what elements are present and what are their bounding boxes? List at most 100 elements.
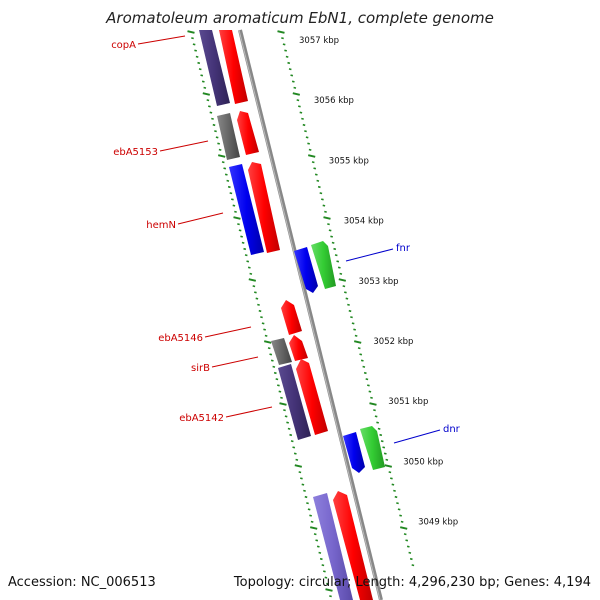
outer-tick-mark	[314, 173, 318, 176]
inner-tick-mark	[211, 117, 214, 120]
outer-tick-mark	[353, 328, 356, 331]
outer-tick-mark	[323, 216, 331, 220]
genome-summary-text: Topology: circular; Length: 4,296,230 bp…	[233, 575, 591, 590]
outer-tick-mark	[277, 30, 285, 34]
outer-tick-mark	[285, 55, 289, 58]
inner-tick-mark	[249, 272, 253, 275]
genome-backbone-highlight	[238, 29, 381, 600]
outer-tick-mark	[384, 464, 393, 468]
outer-tick-mark	[338, 278, 347, 282]
inner-tick-mark	[261, 322, 265, 325]
outer-tick-mark	[299, 111, 303, 114]
outer-tick-mark	[365, 378, 369, 381]
inner-tick-mark	[241, 241, 245, 244]
outer-tick-mark	[360, 359, 364, 362]
outer-tick-mark	[396, 502, 399, 505]
inner-tick-mark	[307, 508, 311, 511]
kbp-label: 3052 kbp	[373, 337, 413, 347]
outer-tick-mark	[367, 384, 370, 387]
outer-tick-mark	[370, 396, 373, 399]
inner-tick-mark	[318, 551, 322, 554]
callout-ebA5146	[204, 326, 252, 338]
inner-tick-mark	[209, 111, 213, 114]
gene-dnr-green	[360, 426, 385, 470]
outer-tick-mark	[376, 421, 379, 424]
outer-tick-mark	[317, 185, 321, 189]
gene-sirB-outer	[271, 338, 292, 365]
label-ebA5153: ebA5153	[113, 147, 158, 158]
outer-tick-mark	[330, 235, 333, 238]
outer-tick-mark	[324, 210, 327, 213]
inner-tick-mark	[315, 539, 319, 542]
inner-tick-mark	[231, 198, 234, 201]
kbp-label: 3055 kbp	[329, 156, 369, 166]
inner-tick-mark	[267, 347, 271, 350]
inner-tick-mark	[306, 502, 309, 505]
outer-tick-mark	[369, 402, 377, 406]
outer-tick-mark	[368, 390, 372, 393]
outer-tick-mark	[302, 123, 306, 127]
callout-fnr	[345, 248, 394, 262]
outer-tick-mark	[405, 539, 409, 542]
inner-tick-mark	[258, 309, 262, 313]
gene-fnr-blue	[294, 247, 318, 293]
outer-tick-mark	[331, 241, 335, 244]
inner-tick-mark	[227, 185, 231, 189]
gene-copA-inner	[219, 30, 248, 104]
callout-copA	[137, 35, 186, 45]
inner-tick-mark	[224, 173, 228, 176]
inner-tick-mark	[269, 353, 273, 356]
label-dnr: dnr	[443, 424, 461, 435]
inner-tick-mark	[234, 210, 237, 213]
kbp-label: 3049 kbp	[418, 518, 458, 528]
outer-tick-mark	[344, 291, 347, 294]
outer-tick-mark	[393, 489, 396, 492]
outer-tick-mark	[345, 297, 349, 300]
inner-tick-mark	[215, 136, 219, 139]
outer-tick-mark	[357, 347, 361, 350]
outer-tick-mark	[328, 229, 332, 232]
inner-tick-mark	[229, 192, 233, 195]
inner-tick-mark	[309, 514, 312, 517]
outer-tick-mark	[377, 427, 381, 430]
inner-tick-mark	[192, 43, 196, 46]
outer-tick-mark	[336, 260, 340, 263]
inner-tick-mark	[283, 409, 286, 412]
inner-tick-mark	[247, 266, 251, 269]
outer-tick-mark	[399, 514, 402, 517]
outer-tick-mark	[319, 192, 323, 195]
inner-tick-mark	[284, 415, 288, 418]
outer-tick-mark	[388, 471, 392, 474]
accession-text: Accession: NC_006513	[8, 575, 156, 590]
inner-tick-mark	[218, 148, 222, 151]
gene-copA-outer	[199, 30, 230, 106]
outer-tick-mark	[362, 365, 366, 368]
callout-ebA5142	[225, 406, 273, 418]
kbp-label: 3054 kbp	[344, 217, 384, 227]
inner-tick-mark	[293, 452, 297, 455]
inner-tick-mark	[198, 68, 202, 71]
inner-tick-mark	[221, 161, 225, 164]
outer-tick-mark	[374, 415, 378, 418]
inner-tick-mark	[194, 49, 197, 52]
gene-hemN-outer	[229, 164, 264, 255]
gene-fnr-green	[311, 241, 336, 289]
inner-tick-mark	[277, 384, 280, 387]
gene-ebA5153-inner	[237, 111, 259, 155]
callout-lines	[137, 35, 441, 444]
gene-bottom-outer	[313, 493, 353, 600]
outer-tick-mark	[380, 440, 384, 443]
inner-tick-mark	[292, 446, 296, 449]
inner-tick-mark	[279, 402, 287, 406]
inner-tick-mark	[289, 433, 293, 437]
label-sirB: sirB	[191, 363, 210, 374]
inner-tick-mark	[212, 123, 216, 127]
outer-tick-mark	[304, 130, 307, 133]
label-ebA5146: ebA5146	[158, 333, 203, 344]
inner-tick-mark	[246, 260, 250, 263]
inner-tick-mark	[255, 297, 259, 300]
inner-tick-mark	[321, 564, 325, 567]
outer-tick-mark	[307, 142, 310, 145]
outer-tick-mark	[347, 303, 350, 306]
inner-tick-mark	[237, 223, 240, 226]
